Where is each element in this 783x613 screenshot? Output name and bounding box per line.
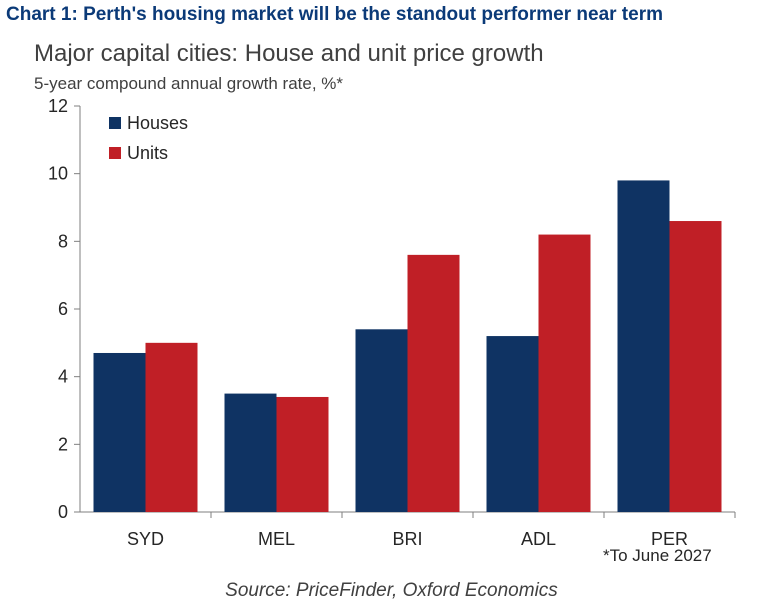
bar-units-syd (145, 342, 198, 512)
legend-label-units: Units (127, 143, 168, 163)
x-tick-label: BRI (392, 529, 422, 549)
x-tick-label: ADL (521, 529, 556, 549)
x-tick-label: MEL (258, 529, 295, 549)
x-tick-label: PER (651, 529, 688, 549)
y-tick-label: 0 (58, 502, 68, 522)
bar-houses-bri (355, 329, 408, 512)
y-tick-label: 4 (58, 367, 68, 387)
bar-units-adl (538, 234, 591, 513)
legend-swatch-houses (109, 117, 121, 129)
bar-units-bri (407, 254, 460, 512)
y-tick-label: 10 (48, 164, 68, 184)
chart-title: Major capital cities: House and unit pri… (34, 40, 544, 67)
y-tick-label: 6 (58, 299, 68, 319)
bar-houses-per (617, 180, 670, 512)
bar-units-per (669, 221, 722, 513)
y-axis-label: 5-year compound annual growth rate, %* (34, 74, 344, 93)
source-note: Source: PriceFinder, Oxford Economics (225, 580, 558, 601)
bar-houses-adl (486, 336, 539, 512)
x-tick-label: SYD (127, 529, 164, 549)
footnote: *To June 2027 (603, 546, 712, 565)
bar-units-mel (276, 396, 329, 512)
bar-houses-mel (224, 393, 277, 512)
y-tick-label: 2 (58, 434, 68, 454)
y-tick-label: 12 (48, 96, 68, 116)
legend-label-houses: Houses (127, 113, 188, 133)
y-tick-label: 8 (58, 231, 68, 251)
bar-houses-syd (93, 352, 146, 512)
legend-swatch-units (109, 147, 121, 159)
chart-headline: Chart 1: Perth's housing market will be … (6, 4, 663, 25)
